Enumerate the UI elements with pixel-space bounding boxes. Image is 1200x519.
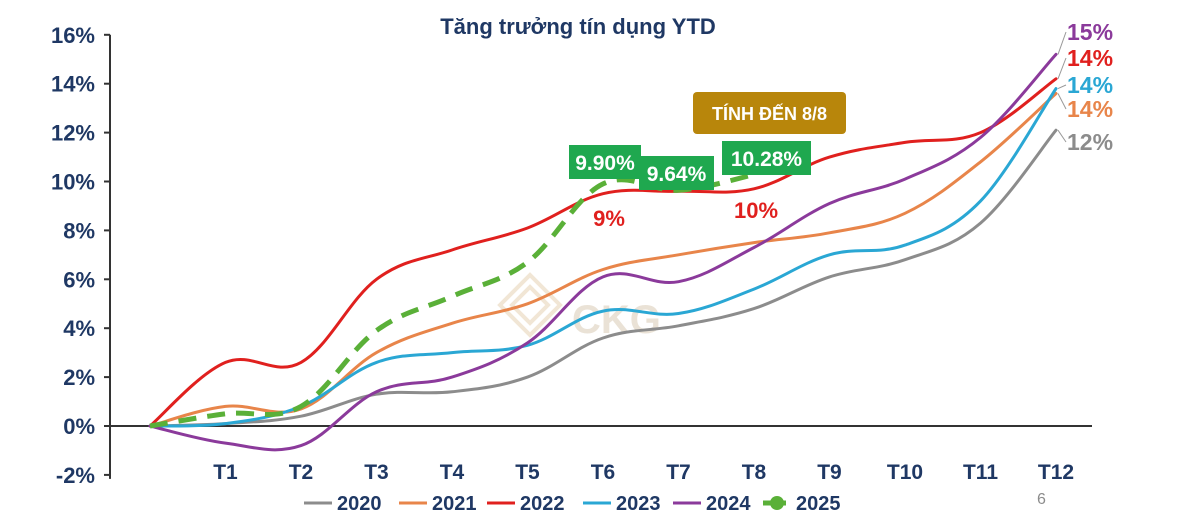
end-label-leader (1057, 93, 1067, 110)
legend-item-2022: 2022 (487, 493, 565, 515)
date-badge (693, 92, 846, 134)
data-label-2022: 9% (593, 206, 625, 231)
end-label: 15% (1067, 19, 1113, 45)
legend-label: 2022 (520, 493, 565, 515)
x-tick-label: T12 (1038, 461, 1074, 484)
y-tick-label: 6% (63, 267, 95, 292)
series-line-2022 (148, 77, 1058, 428)
x-tick-label: T9 (817, 461, 842, 484)
legend-item-2020: 2020 (304, 493, 382, 515)
y-tick-label: 16% (51, 23, 95, 48)
legend-marker (770, 496, 784, 510)
data-label-2025: 9.64% (647, 163, 707, 186)
series-line-2024 (148, 52, 1058, 452)
data-label-2025: 9.90% (575, 152, 635, 175)
y-tick-label: 4% (63, 316, 95, 341)
x-tick-label: T10 (887, 461, 923, 484)
data-label-2025: 10.28% (731, 148, 803, 171)
x-tick-label: T8 (742, 461, 767, 484)
series-line-2023 (148, 87, 1058, 428)
end-label: 14% (1067, 72, 1113, 98)
annotations: 9.90% 9.64% 10.28% 9% 10% TÍNH ĐẾN 8/8 (569, 92, 846, 231)
series-line-2025 (149, 172, 755, 429)
data-label-box-2025 (722, 141, 811, 175)
x-tick-label: T2 (289, 461, 314, 484)
data-label-2022: 10% (734, 198, 778, 223)
date-badge-text: TÍNH ĐẾN 8/8 (712, 103, 827, 124)
end-label: 12% (1067, 129, 1113, 155)
y-tick-label: 8% (63, 218, 95, 243)
legend-label: 2025 (796, 493, 841, 515)
page-number: 6 (1037, 491, 1046, 508)
legend-label: 2021 (432, 493, 477, 515)
legend-label: 2020 (337, 493, 382, 515)
x-tick-label: T6 (591, 461, 616, 484)
series-line-2021 (148, 92, 1058, 428)
x-tick-label: T3 (364, 461, 389, 484)
legend: 2020 2021 2022 2023 2024 2025 (304, 493, 841, 515)
end-label-leader (1057, 57, 1067, 79)
end-label-leader (1057, 84, 1067, 90)
x-tick-label: T7 (666, 461, 691, 484)
watermark-logo-icon (497, 272, 563, 338)
series-line-2020 (148, 128, 1058, 428)
legend-label: 2024 (706, 493, 751, 515)
end-label-leader (1057, 31, 1067, 55)
axes: -2% 0% 2% 4% 6% 8% 10% 12% 14% 16% T1 T2 T3 T4 T5 T6 T7 T… (51, 23, 1092, 488)
y-tick-label: -2% (56, 463, 95, 488)
y-tick-label: 0% (63, 414, 95, 439)
legend-item-2024: 2024 (673, 493, 751, 515)
y-tick-label: 12% (51, 121, 95, 146)
end-label-leader (1057, 129, 1067, 143)
x-tick-label: T5 (515, 461, 540, 484)
x-tick-label: T11 (963, 461, 998, 484)
x-tick-label: T4 (440, 461, 465, 484)
chart-title: Tăng trưởng tín dụng YTD (440, 14, 716, 39)
end-labels: 15%14%14%14%12% (1057, 19, 1113, 155)
y-tick-label: 2% (63, 365, 95, 390)
legend-label: 2023 (616, 493, 661, 515)
y-tick-label: 10% (51, 170, 95, 195)
legend-item-2023: 2023 (583, 493, 661, 515)
end-label: 14% (1067, 96, 1113, 122)
y-tick-label: 14% (51, 72, 95, 97)
end-label: 14% (1067, 45, 1113, 71)
legend-item-2025: 2025 (763, 493, 841, 515)
legend-item-2021: 2021 (399, 493, 477, 515)
data-label-box-2025 (639, 156, 714, 190)
x-tick-label: T1 (213, 461, 238, 484)
series-lines (148, 52, 1058, 452)
data-label-box-2025 (569, 145, 641, 179)
